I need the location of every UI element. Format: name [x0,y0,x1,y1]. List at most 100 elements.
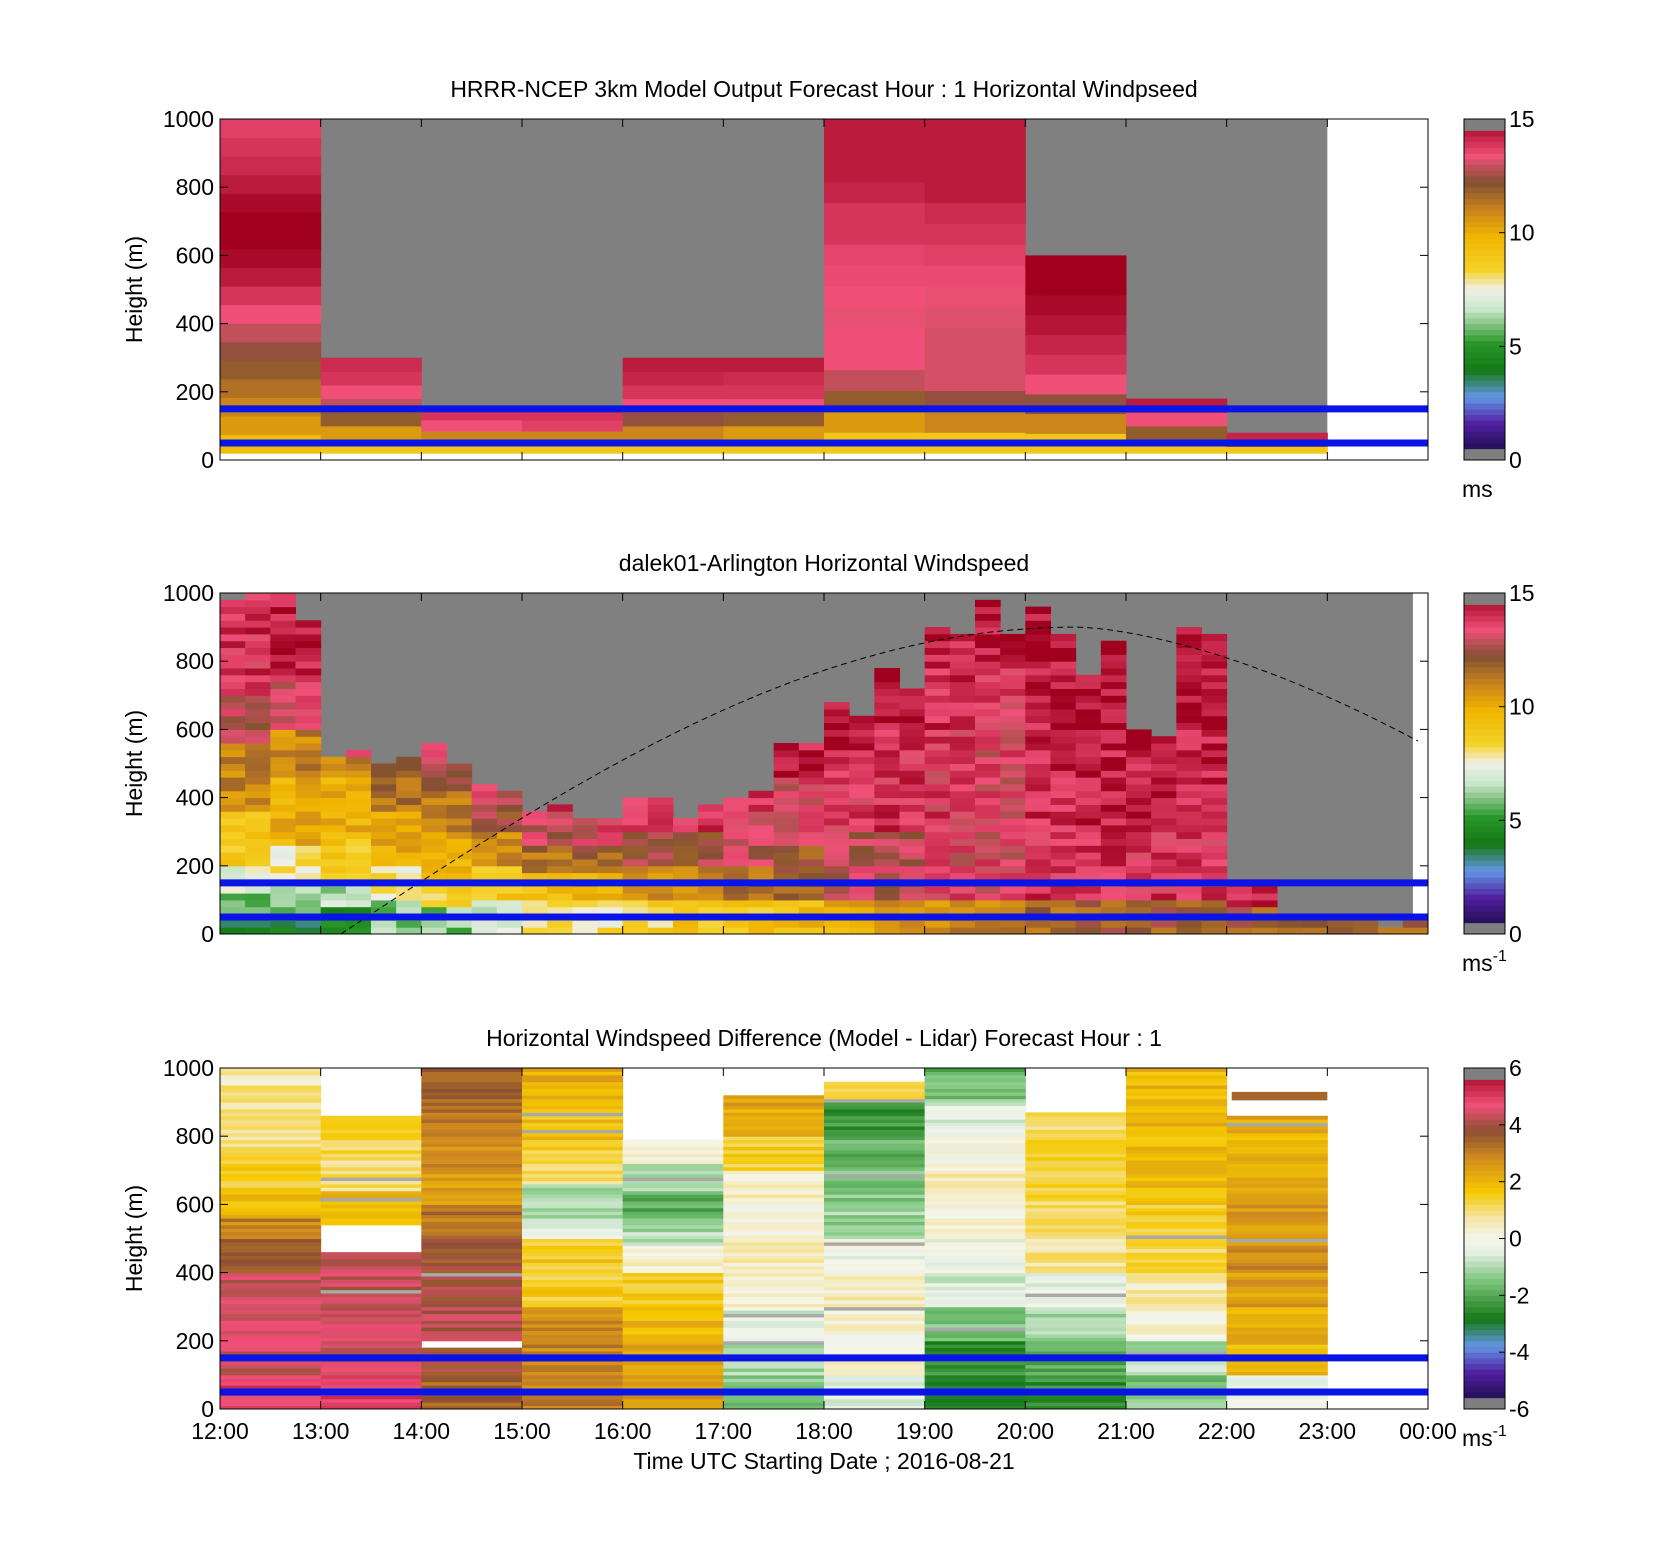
heatmap-cell [773,858,800,867]
heatmap-cell [320,1139,422,1144]
heatmap-cell [949,640,976,649]
heatmap-cell [1000,899,1026,908]
heatmap-cell [874,763,900,771]
heatmap-cell [396,824,422,833]
heatmap-cell [622,899,649,908]
heatmap-cell [824,1224,926,1229]
heatmap-cell [522,1143,624,1147]
heatmap-cell [924,1085,1026,1089]
heatmap-cell [874,865,900,874]
heatmap-cell [1100,818,1127,826]
heatmap-cell [220,1241,322,1246]
heatmap-cell [522,1221,624,1226]
heatmap-cell [824,1153,926,1158]
heatmap-cell [471,872,498,880]
colorbar-segment [1464,729,1505,736]
heatmap-cell [1377,927,1404,934]
heatmap-cell [622,453,724,460]
heatmap-cell [723,1160,825,1164]
heatmap-cell [421,1183,523,1188]
colorbar-segment [1464,317,1505,325]
heatmap-cell [1025,1289,1127,1294]
heatmap-cell [723,865,749,874]
heatmap-cell [1226,1303,1328,1308]
heatmap-cell [1226,1289,1328,1294]
heatmap-cell [1100,722,1127,730]
heatmap-cell [572,906,598,915]
heatmap-cell [471,858,498,867]
x-tick-label: 23:00 [1299,1418,1357,1444]
heatmap-cell [320,1262,422,1267]
heatmap-cell [421,1132,523,1137]
heatmap-cell [849,906,875,915]
heatmap-cell [924,681,951,689]
heatmap-cell [1100,715,1127,724]
heatmap-cell [471,783,498,792]
colorbar-segment [1464,928,1505,935]
heatmap-cell [522,1146,624,1151]
heatmap-cell [874,756,900,764]
colorbar-segment [1464,916,1505,924]
heatmap-cell [1226,1197,1328,1202]
heatmap-cell [1201,633,1228,642]
heatmap-cell [522,1371,624,1376]
heatmap-cell [1226,1368,1328,1372]
heatmap-cell [1100,749,1127,758]
heatmap-cell [597,886,624,894]
heatmap-cell [1226,1190,1328,1195]
heatmap-cell [220,654,246,662]
heatmap-cell [949,899,976,908]
heatmap-cell [547,804,573,812]
heatmap-cell [421,1071,523,1076]
heatmap-cell [421,1368,523,1372]
heatmap-cell [446,886,473,894]
heatmap-cell [824,1163,926,1168]
colorbar-segment [1464,255,1505,262]
heatmap-cell [924,1231,1026,1236]
heatmap-cell [824,1402,926,1407]
heatmap-cell [1025,1146,1127,1151]
heatmap-cell [1025,1224,1127,1229]
heatmap-cell [220,1095,322,1100]
heatmap-cell [824,1351,926,1355]
heatmap-cell [622,1180,724,1185]
heatmap-cell [421,1180,523,1185]
heatmap-cell [446,899,473,908]
heatmap-cell [1100,845,1127,853]
heatmap-cell [597,865,624,874]
heatmap-cell [421,1098,523,1103]
heatmap-cell [798,763,825,771]
heatmap-cell [371,865,397,874]
heatmap-cell [723,1228,825,1233]
heatmap-cell [1226,1272,1328,1277]
heatmap-cell [1025,1235,1127,1239]
heatmap-cell [1201,893,1228,901]
heatmap-cell [824,1183,926,1188]
heatmap-cell [1226,1180,1328,1185]
heatmap-cell [723,1323,825,1328]
heatmap-cell [371,824,397,833]
heatmap-cell [396,790,422,799]
heatmap-cell [723,1143,825,1147]
heatmap-cell [1126,1173,1228,1178]
heatmap-cell [622,1252,724,1257]
y-tick-label: 800 [176,174,214,200]
colorbar-segment [1464,130,1505,137]
heatmap-cell [270,599,296,608]
heatmap-cell [622,893,649,901]
heatmap-cell [698,852,724,860]
heatmap-cell [924,627,951,635]
heatmap-cell [522,1125,624,1130]
heatmap-cell [1000,702,1026,710]
heatmap-cell [471,865,498,874]
heatmap-cell [1075,736,1102,744]
heatmap-cell [924,1238,1026,1243]
heatmap-cell [1025,708,1051,717]
heatmap-cell [522,1231,624,1236]
heatmap-cell [622,1347,724,1352]
heatmap-cell [1100,668,1127,676]
heatmap-cell [1025,1204,1127,1209]
heatmap-cell [924,715,951,724]
heatmap-cell [1151,831,1177,840]
